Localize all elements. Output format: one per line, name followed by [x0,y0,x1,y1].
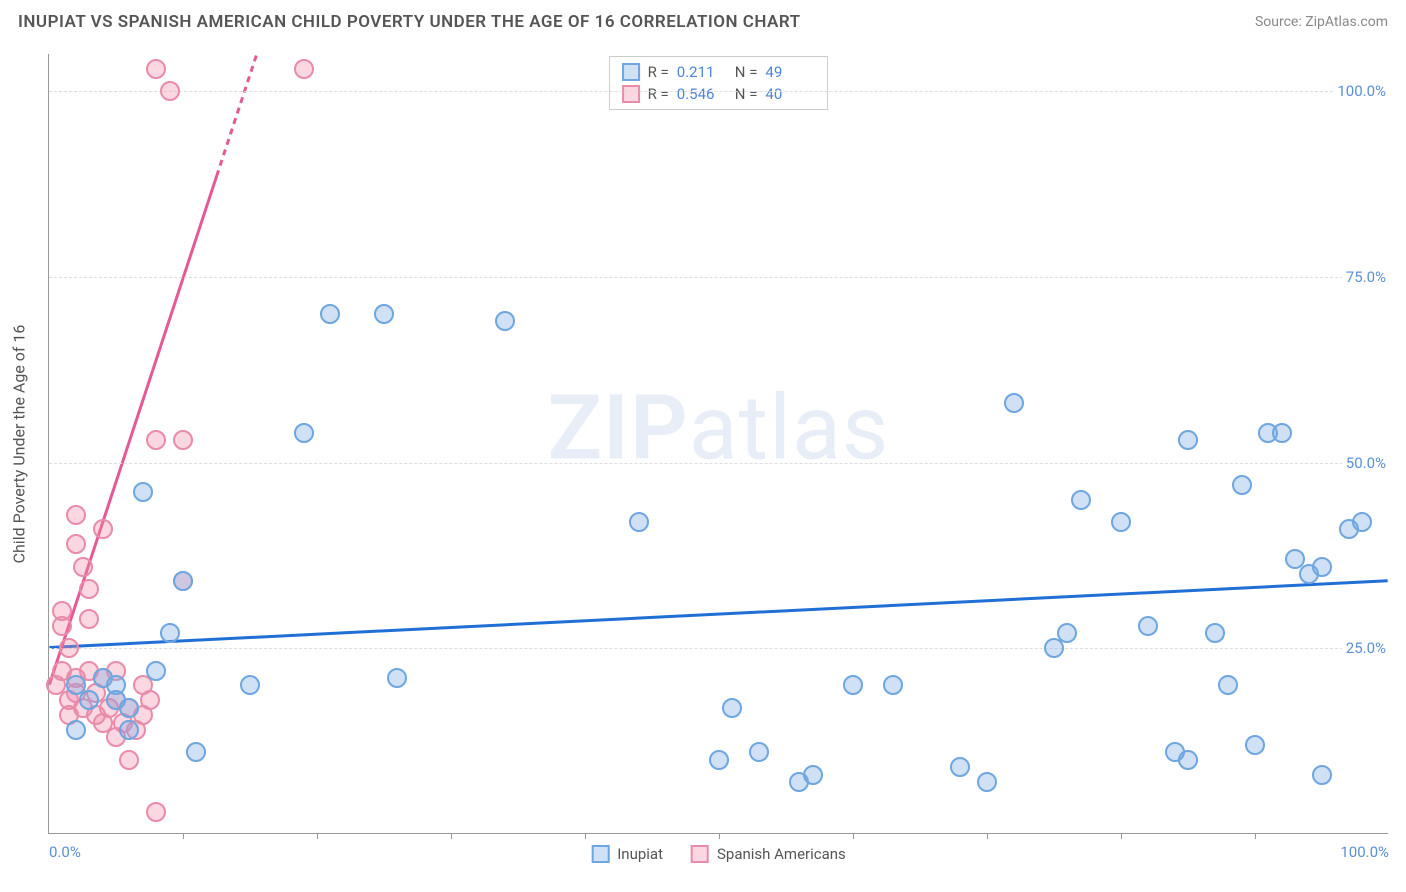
r-value: 0.211 [677,63,727,81]
x-tick [987,833,988,839]
gridline [49,648,1388,649]
inupiat-marker [1245,735,1265,755]
inupiat-marker [629,512,649,532]
y-tick-label: 25.0% [1342,639,1390,657]
n-value: 40 [765,85,815,103]
inupiat-marker [160,623,180,643]
spanish-marker [52,601,72,621]
inupiat-marker [294,423,314,443]
spanish-marker [66,505,86,525]
inupiat-marker [66,720,86,740]
inupiat-marker [133,482,153,502]
n-label: N = [735,85,758,103]
inupiat-marker [709,750,729,770]
spanish-marker [73,557,93,577]
inupiat-marker [1312,557,1332,577]
inupiat-marker [1272,423,1292,443]
inupiat-marker [843,675,863,695]
x-tick [1255,833,1256,839]
inupiat-marker [1004,393,1024,413]
inupiat-marker [977,772,997,792]
spanish-marker [140,690,160,710]
inupiat-marker [950,757,970,777]
inupiat-marker [146,661,166,681]
inupiat-marker [1205,623,1225,643]
stats-row-spanish: R = 0.546 N = 40 [622,83,816,105]
inupiat-marker [374,304,394,324]
chart-title: INUPIAT VS SPANISH AMERICAN CHILD POVERT… [18,12,801,32]
inupiat-marker [1178,430,1198,450]
inupiat-marker [320,304,340,324]
legend-item-spanish: Spanish Americans [691,845,846,863]
x-tick [451,833,452,839]
inupiat-marker [883,675,903,695]
n-label: N = [735,63,758,81]
gridline [49,277,1388,278]
spanish-marker [160,81,180,101]
inupiat-marker [1232,475,1252,495]
spanish-marker [146,430,166,450]
x-tick [853,833,854,839]
watermark: ZIPatlas [548,375,890,480]
spanish-marker [59,638,79,658]
y-axis-label: Child Poverty Under the Age of 16 [10,324,29,563]
inupiat-marker [1178,750,1198,770]
inupiat-marker [173,571,193,591]
y-tick-label: 75.0% [1342,268,1390,286]
inupiat-marker [387,668,407,688]
spanish-marker [79,579,99,599]
y-tick-label: 50.0% [1342,454,1390,472]
r-label: R = [648,85,669,103]
inupiat-marker [1138,616,1158,636]
inupiat-swatch-icon [591,845,609,863]
inupiat-marker [1312,765,1332,785]
legend-label: Inupiat [617,845,663,863]
legend-item-inupiat: Inupiat [591,845,663,863]
inupiat-marker [240,675,260,695]
spanish-marker [79,609,99,629]
x-tick [183,833,184,839]
x-tick [1121,833,1122,839]
inupiat-marker [749,742,769,762]
spanish-marker [146,59,166,79]
inupiat-marker [1352,512,1372,532]
inupiat-marker [186,742,206,762]
r-value: 0.546 [677,85,727,103]
spanish-marker [146,802,166,822]
inupiat-marker [1111,512,1131,532]
x-tick-label: 0.0% [49,843,81,861]
x-tick [317,833,318,839]
gridline [49,91,1388,92]
source-attribution: Source: ZipAtlas.com [1255,14,1388,30]
inupiat-marker [722,698,742,718]
spanish-swatch-icon [622,85,640,103]
inupiat-marker [79,690,99,710]
spanish-marker [119,750,139,770]
y-tick-label: 100.0% [1333,82,1390,100]
n-value: 49 [765,63,815,81]
spanish-marker [173,430,193,450]
spanish-marker [294,59,314,79]
inupiat-marker [495,311,515,331]
inupiat-marker [1057,623,1077,643]
series-legend: Inupiat Spanish Americans [591,845,846,863]
legend-label: Spanish Americans [717,845,846,863]
inupiat-marker [803,765,823,785]
plot-area: ZIPatlas R =0.211N =49R =0.546N =40 Chil… [48,54,1388,834]
spanish-swatch-icon [691,845,709,863]
x-tick [719,833,720,839]
correlation-stats-box: R = 0.211 N = 49 R = 0.546 N = 40 [609,56,829,110]
inupiat-swatch-icon [622,63,640,81]
x-tick [585,833,586,839]
inupiat-marker [119,720,139,740]
inupiat-marker [119,698,139,718]
x-tick-label: 100.0% [1340,843,1389,861]
inupiat-marker [1071,490,1091,510]
spanish-marker [93,519,113,539]
inupiat-marker [1218,675,1238,695]
stats-row-inupiat: R = 0.211 N = 49 [622,61,816,83]
r-label: R = [648,63,669,81]
gridline [49,463,1388,464]
spanish-marker [66,534,86,554]
